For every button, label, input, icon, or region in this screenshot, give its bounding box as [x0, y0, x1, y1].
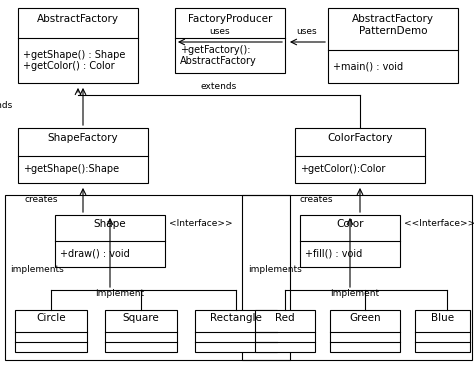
Bar — [415, 310, 470, 352]
Text: extends: extends — [0, 101, 13, 110]
Text: +getShape():Shape: +getShape():Shape — [23, 165, 119, 175]
Bar — [105, 310, 177, 352]
Text: AbstractFactory: AbstractFactory — [37, 14, 119, 24]
Bar — [175, 8, 285, 73]
Text: Square: Square — [123, 313, 159, 323]
Text: uses: uses — [210, 27, 230, 36]
Text: <Interface>>: <Interface>> — [169, 220, 233, 228]
Text: creates: creates — [25, 196, 58, 204]
Bar — [18, 8, 138, 83]
Text: Green: Green — [349, 313, 381, 323]
Text: ColorFactory: ColorFactory — [327, 133, 393, 143]
Text: creates: creates — [300, 196, 334, 204]
Text: +getColor():Color: +getColor():Color — [300, 165, 385, 175]
Text: +getFactory():
AbstractFactory: +getFactory(): AbstractFactory — [180, 45, 257, 66]
Text: Color: Color — [336, 219, 364, 229]
Text: Blue: Blue — [431, 313, 454, 323]
Text: +getShape() : Shape
+getColor() : Color: +getShape() : Shape +getColor() : Color — [23, 50, 126, 71]
Text: implement: implement — [330, 289, 380, 298]
Bar — [55, 215, 165, 267]
Text: AbstractFactory
PatternDemo: AbstractFactory PatternDemo — [352, 14, 434, 36]
Text: Red: Red — [275, 313, 295, 323]
Bar — [18, 128, 148, 183]
Text: Circle: Circle — [36, 313, 66, 323]
Text: extends: extends — [201, 82, 237, 91]
Text: FactoryProducer: FactoryProducer — [188, 14, 272, 24]
Text: implements: implements — [248, 266, 302, 275]
Text: <<Interface>>: <<Interface>> — [404, 220, 474, 228]
Bar — [330, 310, 400, 352]
Bar — [300, 215, 400, 267]
Text: uses: uses — [297, 27, 317, 36]
Text: implements: implements — [10, 266, 64, 275]
Text: ShapeFactory: ShapeFactory — [48, 133, 118, 143]
Text: Rectangle: Rectangle — [210, 313, 262, 323]
Text: +fill() : void: +fill() : void — [305, 249, 362, 259]
Text: implement: implement — [95, 289, 145, 298]
Text: +draw() : void: +draw() : void — [60, 249, 130, 259]
Bar — [15, 310, 87, 352]
Bar — [242, 195, 472, 360]
Text: Shape: Shape — [94, 219, 126, 229]
Bar — [195, 310, 277, 352]
Bar — [5, 195, 290, 360]
Bar — [255, 310, 315, 352]
Bar — [295, 128, 425, 183]
Bar — [328, 8, 458, 83]
Text: +main() : void: +main() : void — [333, 62, 403, 72]
